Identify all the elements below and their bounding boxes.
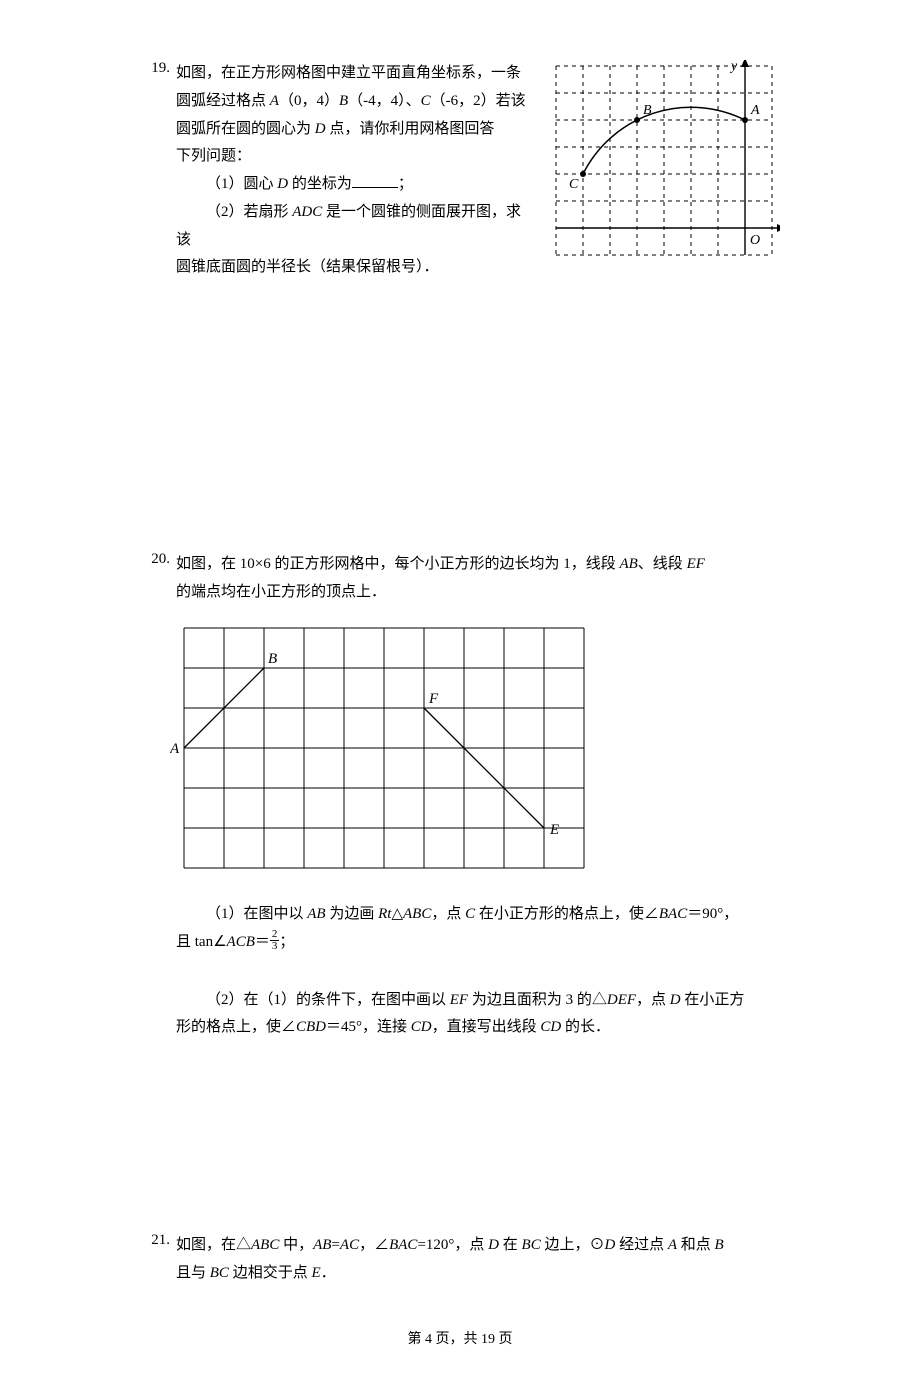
problem-body: 如图，在△ABC 中，AB=AC，∠BAC=120°，点 D 在 BC 边上，⊙… xyxy=(176,1232,780,1288)
spacer xyxy=(140,1082,780,1232)
q19-part1: （1）圆心 D 的坐标为； xyxy=(176,171,532,199)
page-footer: 第 4 页，共 19 页 xyxy=(140,1328,780,1348)
q19-line3: 圆弧所在圆的圆心为 D 点，请你利用网格图回答 xyxy=(176,116,532,144)
svg-text:B: B xyxy=(643,103,652,118)
q21-line2: 且与 BC 边相交于点 E． xyxy=(176,1260,780,1288)
blank-input[interactable] xyxy=(352,174,398,189)
q19-line4: 下列问题： xyxy=(176,143,532,171)
point-B: B xyxy=(339,93,348,109)
problem-body: 如图，在正方形网格图中建立平面直角坐标系，一条 圆弧经过格点 A（0，4）B（-… xyxy=(176,60,780,291)
problem-21: 21. 如图，在△ABC 中，AB=AC，∠BAC=120°，点 D 在 BC … xyxy=(140,1232,780,1288)
problem-body: 如图，在 10×6 的正方形网格中，每个小正方形的边长均为 1，线段 AB、线段… xyxy=(176,551,780,1042)
svg-text:C: C xyxy=(569,177,579,192)
q20-part1a: （1）在图中以 AB 为边画 Rt△ABC，点 C 在小正方形的格点上，使∠BA… xyxy=(176,901,780,929)
problem-number: 20. xyxy=(140,551,176,568)
spacer xyxy=(140,331,780,551)
svg-text:F: F xyxy=(428,691,439,707)
svg-text:B: B xyxy=(268,651,277,667)
svg-text:A: A xyxy=(750,103,760,118)
q20-line1: 如图，在 10×6 的正方形网格中，每个小正方形的边长均为 1，线段 AB、线段… xyxy=(176,551,780,579)
q19-line1: 如图，在正方形网格图中建立平面直角坐标系，一条 xyxy=(176,60,532,88)
problem-number: 21. xyxy=(140,1232,176,1249)
problem-20: 20. 如图，在 10×6 的正方形网格中，每个小正方形的边长均为 1，线段 A… xyxy=(140,551,780,1042)
q20-part2a: （2）在（1）的条件下，在图中画以 EF 为边且面积为 3 的△DEF，点 D … xyxy=(176,987,780,1015)
q20-part1b: 且 tan∠ACB＝23； xyxy=(176,929,780,957)
q19-part2b: 圆锥底面圆的半径长（结果保留根号）． xyxy=(176,254,532,282)
svg-text:E: E xyxy=(549,822,559,838)
point-D: D xyxy=(315,121,326,137)
svg-text:O: O xyxy=(750,233,760,248)
q20-part2b: 形的格点上，使∠CBD＝45°，连接 CD，直接写出线段 CD 的长． xyxy=(176,1014,780,1042)
q19-figure: ABCOxy xyxy=(550,60,780,291)
point-A: A xyxy=(270,93,279,109)
q19-line2: 圆弧经过格点 A（0，4）B（-4，4）、C（-6，2）若该 xyxy=(176,88,532,116)
fraction-icon: 23 xyxy=(270,929,280,952)
problem-19: 19. 如图，在正方形网格图中建立平面直角坐标系，一条 圆弧经过格点 A（0，4… xyxy=(140,60,780,291)
problem-number: 19. xyxy=(140,60,176,77)
point-C: C xyxy=(421,93,431,109)
q21-line1: 如图，在△ABC 中，AB=AC，∠BAC=120°，点 D 在 BC 边上，⊙… xyxy=(176,1232,780,1260)
q20-figure: A B F E xyxy=(170,618,780,889)
q20-line2: 的端点均在小正方形的顶点上． xyxy=(176,579,780,607)
svg-text:A: A xyxy=(170,741,180,757)
q19-part2a: （2）若扇形 ADC 是一个圆锥的侧面展开图，求该 xyxy=(176,199,532,255)
svg-text:y: y xyxy=(729,60,738,74)
page-root: 19. 如图，在正方形网格图中建立平面直角坐标系，一条 圆弧经过格点 A（0，4… xyxy=(0,0,920,1388)
